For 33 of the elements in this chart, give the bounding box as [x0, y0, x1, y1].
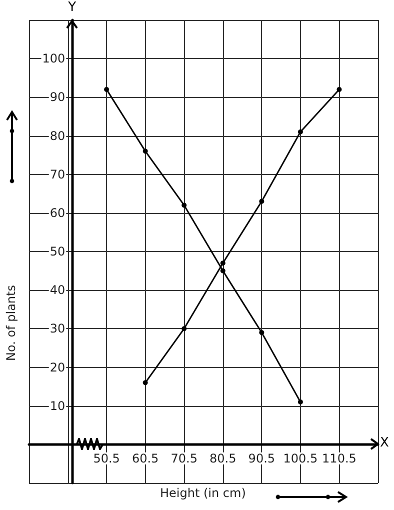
y-tick-label: 30	[50, 322, 66, 336]
y-tick-label: 20	[50, 360, 66, 374]
x-tick-label: 80.5	[210, 451, 236, 466]
point	[298, 129, 303, 134]
point	[259, 198, 264, 204]
point	[182, 326, 187, 332]
x-tick-label: 50.5	[93, 451, 120, 466]
point	[142, 380, 148, 386]
x-tick-label: 90.5	[248, 451, 276, 466]
y-tick-label: 100	[42, 52, 66, 66]
point	[104, 86, 110, 92]
y-tick-label: 10	[50, 398, 66, 413]
text: X	[380, 435, 389, 450]
x-tick-label: 70.5	[170, 451, 198, 466]
point	[298, 399, 303, 404]
y-tick-label: 80	[50, 128, 66, 143]
y-axis-title: No. of plants	[4, 285, 18, 361]
point	[182, 202, 187, 208]
x-tick-label: 110.5	[322, 451, 356, 466]
point	[336, 86, 342, 92]
y-tick-label: 90	[50, 90, 66, 104]
y-tick-label: 70	[50, 167, 66, 182]
y-tick-label: 40	[50, 283, 66, 298]
point	[142, 148, 148, 154]
point	[259, 330, 264, 336]
y-tick-label: 50	[50, 244, 66, 258]
point	[220, 260, 226, 266]
x-axis-title: Height (in cm)	[160, 486, 246, 500]
x-tick-label: 100.5	[283, 451, 318, 466]
point	[220, 268, 226, 274]
text: Y	[67, 0, 76, 15]
x-tick-label: 60.5	[132, 451, 159, 466]
y-tick-label: 60	[50, 206, 66, 220]
